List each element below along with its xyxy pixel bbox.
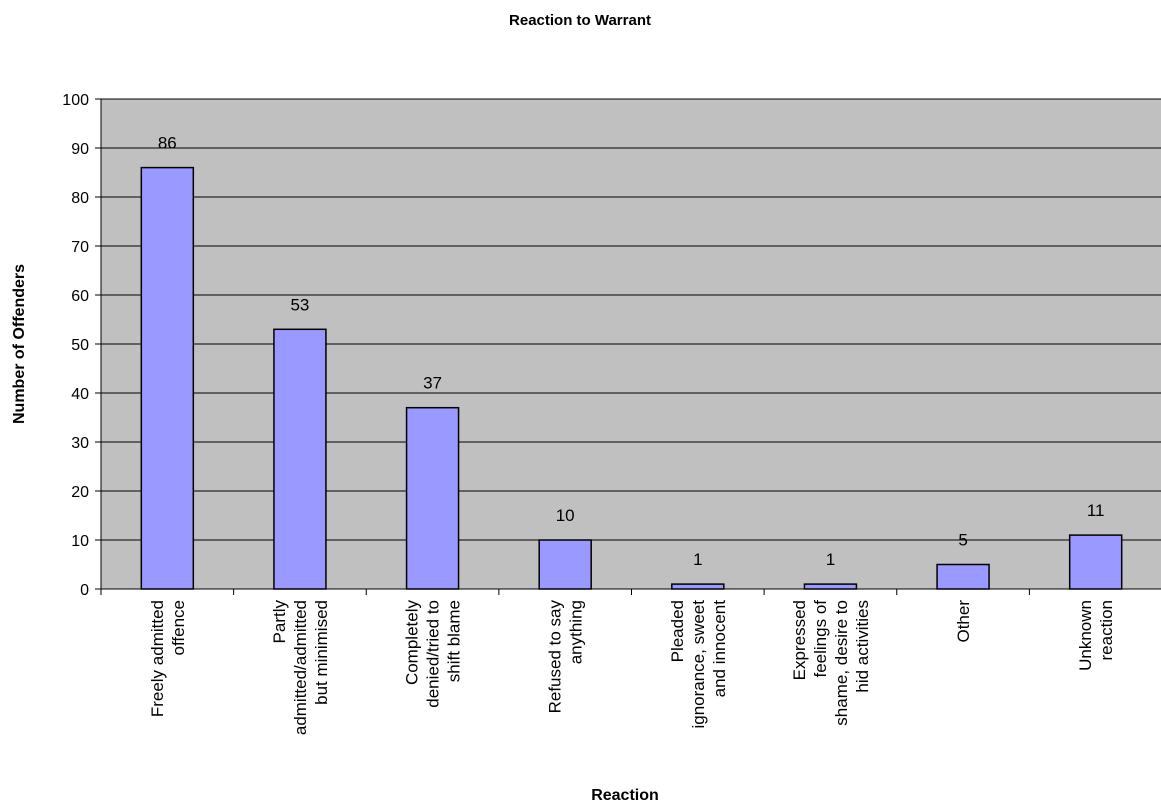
y-tick-label: 60 bbox=[71, 288, 89, 305]
x-tick-label-line: Pleaded bbox=[668, 600, 687, 662]
x-tick-label-line: ignorance, sweet bbox=[689, 600, 708, 729]
data-label: 53 bbox=[290, 295, 309, 314]
y-tick-label: 30 bbox=[71, 435, 89, 452]
x-tick-label-line: but minimised bbox=[312, 600, 331, 705]
x-tick-label-line: reaction bbox=[1097, 600, 1116, 660]
data-label: 11 bbox=[1087, 501, 1105, 520]
bar bbox=[671, 583, 725, 590]
x-tick-label: Freely admitted offence bbox=[148, 600, 188, 717]
data-label: 1 bbox=[826, 550, 835, 569]
data-label: 86 bbox=[158, 134, 177, 153]
bar bbox=[405, 406, 460, 590]
bar bbox=[273, 328, 327, 590]
x-tick-label: Other bbox=[954, 600, 973, 643]
data-label: 37 bbox=[423, 374, 442, 393]
bar bbox=[803, 583, 858, 590]
x-tick-label-line: shift blame bbox=[445, 600, 464, 682]
data-label: 5 bbox=[958, 531, 967, 550]
x-tick-label-line: Completely bbox=[403, 600, 422, 686]
x-tick-label-line: denied/tried to bbox=[424, 600, 443, 708]
y-tick-label: 0 bbox=[80, 582, 89, 599]
y-tick-label: 100 bbox=[62, 92, 89, 109]
x-tick-label-line: Other bbox=[954, 600, 973, 643]
x-tick-label-line: offence bbox=[169, 600, 188, 655]
x-tick-label-line: Refused to say bbox=[546, 600, 565, 714]
y-tick-label: 80 bbox=[71, 190, 89, 207]
y-axis-title: Number of Offenders bbox=[11, 264, 28, 424]
y-tick-label: 70 bbox=[71, 239, 89, 256]
x-axis-title: Reaction bbox=[591, 787, 659, 804]
y-tick-labels: 0 10 20 30 40 50 60 70 80 90 100 bbox=[62, 92, 89, 599]
bars bbox=[140, 166, 1123, 590]
y-tick-label: 10 bbox=[71, 533, 89, 550]
y-tick-label: 50 bbox=[71, 337, 89, 354]
x-tick-label-line: hid activities bbox=[853, 600, 872, 693]
x-tick-label-line: admitted/admitted bbox=[291, 600, 310, 735]
x-tick-label-line: Expressed bbox=[790, 600, 809, 680]
y-tick-label: 20 bbox=[71, 484, 89, 501]
x-tick-label-line: feelings of bbox=[811, 600, 830, 678]
bar bbox=[538, 539, 592, 590]
y-tick-label: 90 bbox=[71, 141, 89, 158]
x-tick-labels: Freely admitted offence Partly admitted/adm… bbox=[148, 600, 1116, 736]
x-tick-label-line: Unknown bbox=[1076, 600, 1095, 671]
axes bbox=[95, 98, 1161, 595]
chart-title: Reaction to Warrant bbox=[509, 12, 651, 29]
x-tick-label-line: shame, desire to bbox=[832, 600, 851, 726]
x-tick-label-line: and innocent bbox=[710, 600, 729, 698]
x-tick-label: Partly admitted/admitted but minimised bbox=[270, 600, 331, 736]
data-label: 1 bbox=[693, 550, 702, 569]
bar bbox=[936, 563, 990, 590]
x-tick-label: Completely denied/tried to shift blame bbox=[403, 600, 464, 708]
x-tick-label: Refused to say anything bbox=[546, 600, 586, 714]
x-tick-label: Expressed feelings of shame, desire to hid … bbox=[790, 600, 872, 726]
x-tick-label-line: Partly bbox=[270, 600, 289, 644]
bar bbox=[1068, 534, 1123, 590]
x-tick-label: Unknown reaction bbox=[1076, 600, 1116, 671]
x-tick-label-line: anything bbox=[567, 600, 586, 664]
bar bbox=[140, 166, 195, 590]
y-tick-label: 40 bbox=[71, 386, 89, 403]
x-tick-label: Pleaded ignorance, sweet and innocent bbox=[668, 600, 729, 729]
data-label: 10 bbox=[556, 506, 575, 525]
x-tick-label-line: Freely admitted bbox=[148, 600, 167, 717]
